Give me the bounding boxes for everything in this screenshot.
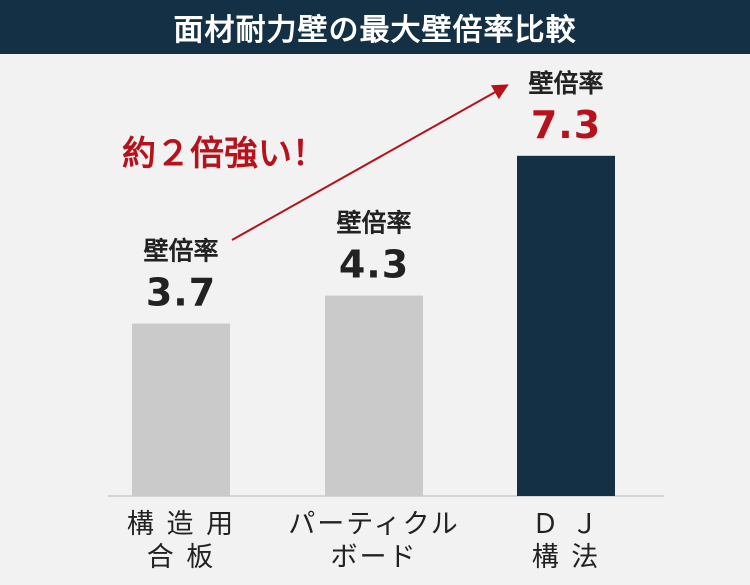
value-caption-1: 壁倍率 [143, 237, 218, 266]
category-label-2: パーティクル ボード [274, 508, 474, 574]
bar-1 [132, 323, 230, 496]
value-label-3: 7.3 [531, 103, 601, 147]
bar-chart: 壁倍率 3.7 壁倍率 4.3 壁倍率 7.3 約２倍強い！ [108, 69, 664, 497]
category-label-1-line-2: 合 板 [146, 542, 216, 573]
category-label-3-line-2: 構 法 [531, 542, 601, 573]
category-label-1: 構 造 用合 板 [81, 508, 281, 574]
bar-3 [517, 155, 615, 496]
category-label-2-line-2: ボード [330, 542, 418, 573]
value-label-1: 3.7 [146, 271, 216, 315]
value-caption-2: 壁倍率 [336, 209, 411, 238]
bar-2 [325, 295, 423, 496]
value-label-2: 4.3 [339, 243, 409, 287]
annotation-text: 約２倍強い！ [122, 134, 326, 174]
category-label-3-line-1: Ｄ Ｊ [531, 509, 601, 540]
category-label-1-line-1: 構 造 用 [126, 509, 236, 540]
chart-title: 面材耐力壁の最大壁倍率比較 [173, 13, 577, 48]
growth-arrow [231, 84, 509, 241]
value-caption-3: 壁倍率 [528, 69, 603, 98]
chart-title-bar: 面材耐力壁の最大壁倍率比較 [0, 0, 750, 54]
category-label-2-line-1: パーティクル [288, 509, 460, 540]
